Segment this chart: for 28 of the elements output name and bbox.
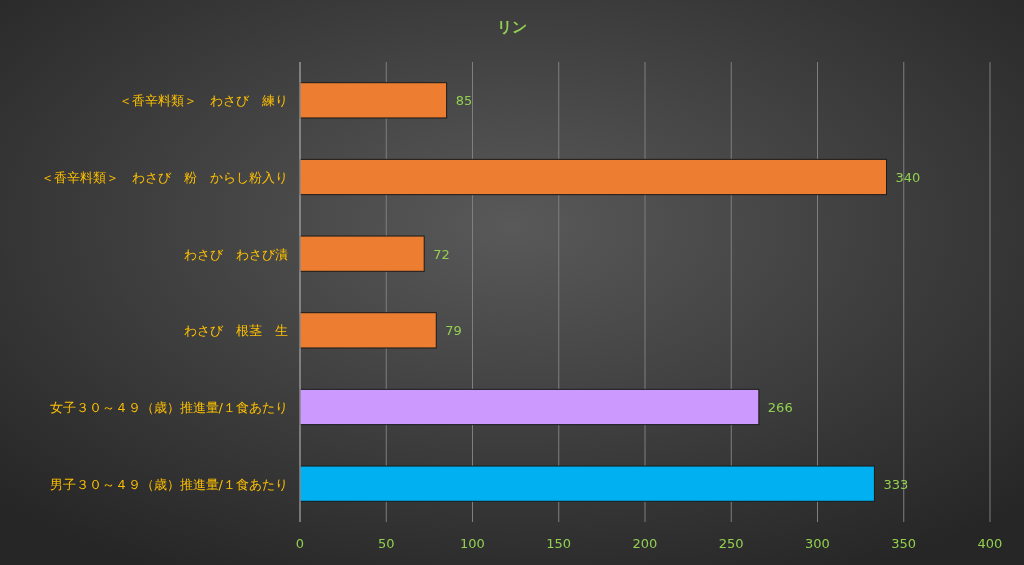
- bar: [299, 465, 875, 502]
- bar: [299, 82, 448, 119]
- x-tick-label: 250: [718, 536, 744, 551]
- y-tick-label: ＜香辛料類＞ わさび 練り: [119, 93, 288, 109]
- x-tick-label: 0: [295, 536, 305, 551]
- y-tick-label: わさび わさび漬: [184, 246, 288, 262]
- x-tick-label: 300: [805, 536, 830, 551]
- bar: [299, 388, 760, 426]
- y-tick-label: わさび 根茎 生: [184, 323, 288, 339]
- x-tick-label: 50: [377, 536, 395, 551]
- bar: [299, 158, 887, 196]
- data-label: 79: [445, 323, 462, 339]
- y-tick-label: 男子３０～４９（歳）推進量/１食あたり: [49, 476, 288, 492]
- y-tick-label: ＜香辛料類＞ わさび 粉 からし粉入り: [41, 170, 288, 185]
- x-tick-label: 400: [977, 536, 1003, 551]
- data-label: 266: [767, 400, 793, 415]
- x-tick-label: 100: [460, 536, 485, 551]
- bar: [299, 235, 425, 272]
- x-tick-label: 150: [546, 536, 572, 551]
- x-tick-label: 200: [632, 536, 658, 551]
- data-label: 72: [433, 246, 450, 262]
- chart-title: リン: [497, 18, 527, 36]
- bar: [299, 312, 437, 349]
- x-tick-label: 350: [891, 536, 917, 551]
- data-label: 333: [883, 476, 909, 492]
- data-label: 85: [455, 93, 473, 109]
- data-label: 340: [895, 170, 921, 185]
- y-tick-label: 女子３０～４９（歳）推進量/１食あたり: [49, 400, 288, 415]
